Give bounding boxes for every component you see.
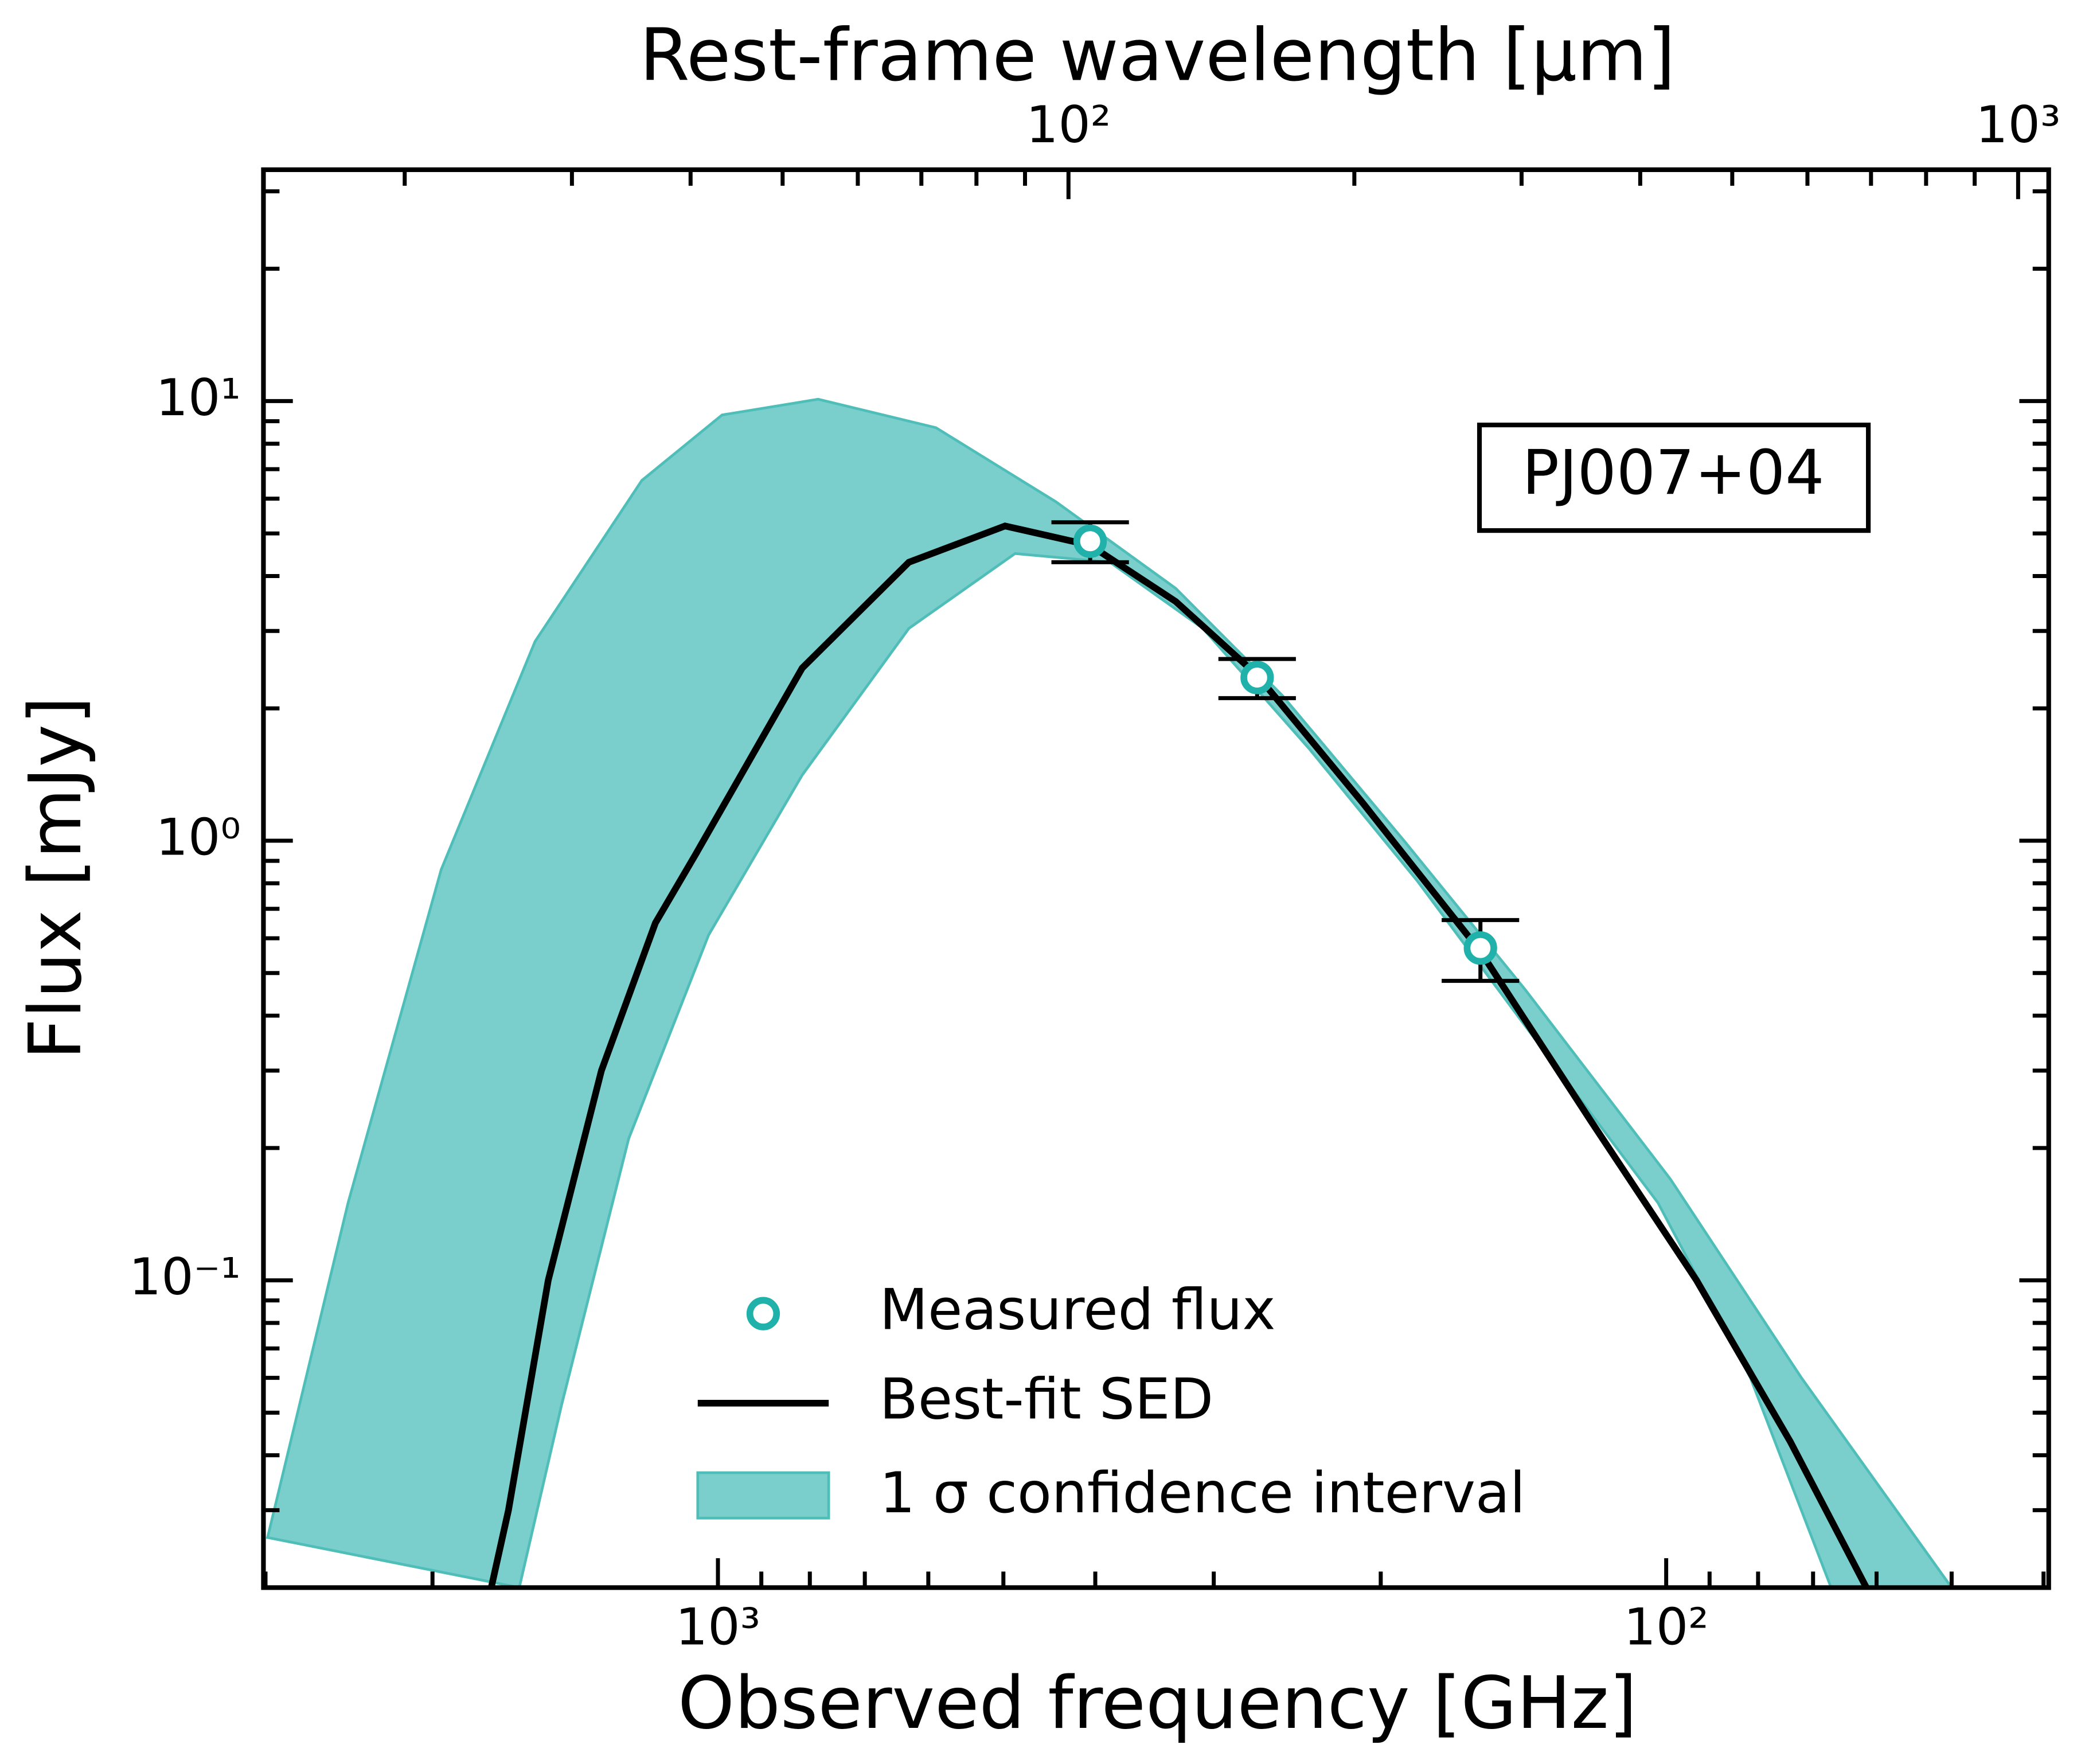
x2-axis-label: Rest-frame wavelength [μm] (639, 13, 1675, 97)
x2-tick-label: 10³ (1975, 95, 2060, 154)
x-tick-label: 10³ (676, 1597, 760, 1656)
legend-patch (696, 1471, 830, 1520)
y-tick-label: 10¹ (156, 368, 241, 427)
fit-line (488, 522, 1869, 1588)
x-tick-label: 10² (1624, 1597, 1709, 1656)
data-point (1240, 661, 1274, 694)
data-point (1463, 931, 1497, 965)
y-tick-label: 10⁻¹ (129, 1247, 241, 1306)
data-point (1073, 524, 1107, 558)
legend-marker (746, 1297, 780, 1330)
legend-label: Measured flux (880, 1278, 1276, 1343)
annotation: PJ007+04 (1522, 438, 1824, 509)
y-axis-label: Flux [mJy] (13, 696, 97, 1060)
plot-area (265, 397, 1954, 1588)
legend-label: Best-fit SED (880, 1367, 1213, 1433)
x-axis-label: Observed frequency [GHz] (678, 1661, 1637, 1745)
annotation-box (1477, 422, 1871, 533)
confidence-band (265, 397, 1954, 1588)
legend-label: 1 σ confidence interval (880, 1461, 1525, 1526)
y-tick-label: 10⁰ (156, 807, 241, 867)
plot-frame (261, 167, 2051, 1590)
x2-tick-label: 10² (1026, 95, 1111, 154)
